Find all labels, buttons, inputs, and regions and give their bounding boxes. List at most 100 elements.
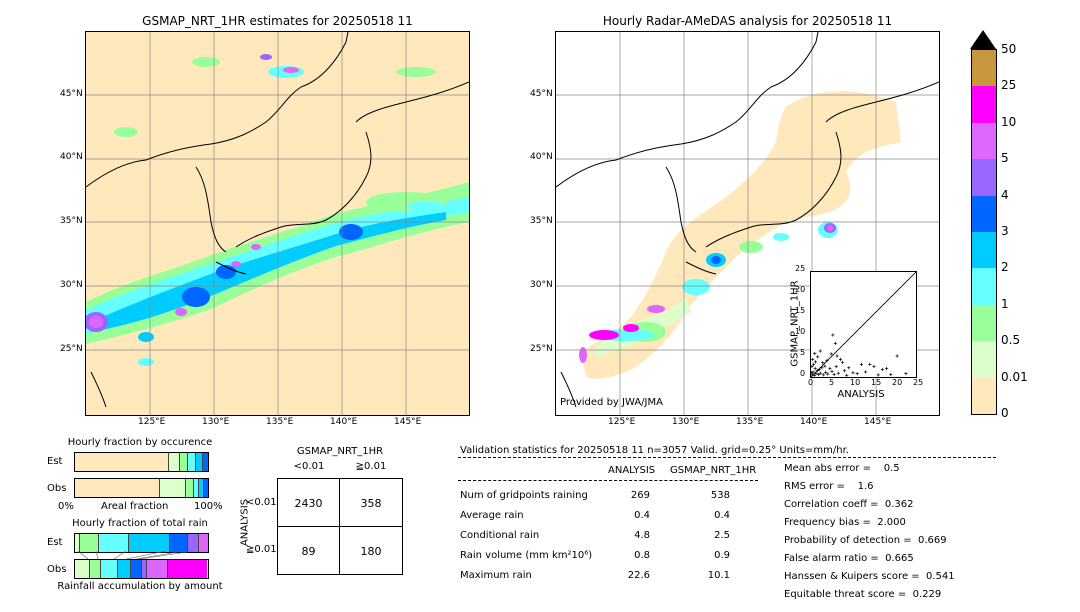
validation-score: Correlation coeff = 0.362 — [784, 499, 914, 510]
scatter-ytick: 10 — [795, 327, 806, 336]
contingency-cell-01: 358 — [360, 497, 382, 510]
contingency-col-lt: <0.01 — [293, 461, 325, 472]
scatter-xtick: 15 — [871, 378, 882, 387]
validation-row-gsmap: 0.9 — [714, 550, 730, 561]
total-obs-label: Obs — [47, 564, 67, 575]
validation-row-analysis: 0.4 — [634, 510, 650, 521]
colorbar-label: 4 — [1001, 187, 1009, 202]
scatter-point — [859, 362, 863, 366]
right-lon-125: 125°E — [608, 417, 636, 427]
colorbar-label: 50 — [1001, 42, 1017, 56]
colorbar-label: 0 — [1001, 406, 1009, 420]
right-map-coastline — [556, 32, 939, 408]
right-lon-140: 140°E — [800, 417, 828, 427]
colorbar-swatch — [972, 122, 996, 160]
validation-row-analysis: 4.8 — [634, 530, 650, 541]
right-lon-130: 130°E — [672, 417, 700, 427]
scatter-point — [840, 360, 845, 364]
scatter-point — [843, 369, 847, 373]
validation-score: Equitable threat score = 0.229 — [784, 589, 942, 600]
scatter-point — [825, 359, 829, 363]
total-est-label: Est — [47, 537, 63, 548]
scatter-point — [904, 372, 908, 376]
occurrence-obs-label: Obs — [47, 483, 67, 494]
occurrence-axis-100: 100% — [194, 501, 223, 512]
right-map: Provided by JWA/JMA — [555, 31, 940, 416]
colorbar-swatch — [972, 195, 996, 232]
colorbar-swatch — [972, 377, 996, 414]
left-lat-45: 45°N — [60, 89, 83, 99]
scatter-inset — [809, 271, 917, 378]
left-lon-135: 135°E — [266, 417, 294, 427]
contingency-col-ge: ≧0.01 — [355, 461, 387, 472]
scatter-xtick: 5 — [829, 378, 835, 387]
occurrence-est-label: Est — [47, 456, 63, 467]
scatter-diagonal — [810, 271, 917, 378]
contingency-cell-11: 180 — [360, 545, 382, 558]
scatter-point — [826, 372, 830, 376]
validation-score: False alarm ratio = 0.665 — [784, 553, 914, 564]
occurrence-est-bar — [74, 452, 209, 472]
left-lat-40: 40°N — [60, 152, 83, 162]
total-connector-lines — [77, 551, 195, 559]
scatter-point — [813, 367, 817, 371]
right-lon-135: 135°E — [736, 417, 764, 427]
left-lon-140: 140°E — [330, 417, 358, 427]
scatter-point — [814, 360, 818, 364]
colorbar-swatch — [972, 341, 996, 378]
colorbar — [971, 49, 997, 415]
colorbar-label: 25 — [1001, 78, 1017, 93]
scatter-point — [811, 370, 815, 374]
scatter-point — [812, 373, 816, 377]
validation-row-analysis: 269 — [630, 490, 650, 501]
scatter-point — [829, 352, 833, 356]
validation-row-gsmap: 0.4 — [714, 510, 730, 521]
occurrence-axis-label: Areal fraction — [101, 501, 169, 512]
scatter-point — [823, 364, 827, 368]
scatter-point — [880, 367, 884, 372]
scatter-point — [845, 373, 849, 377]
right-lat-25: 25°N — [530, 344, 553, 354]
validation-header: Validation statistics for 20250518 11 n=… — [460, 445, 849, 456]
validation-row-gsmap: 2.5 — [714, 530, 730, 541]
left-map-title: GSMAP_NRT_1HR estimates for 20250518 11 — [142, 14, 413, 28]
colorbar-label: 0.01 — [1001, 369, 1028, 384]
colorbar-swatch — [972, 50, 996, 87]
scatter-point — [831, 333, 835, 337]
left-lon-145: 145°E — [394, 417, 422, 427]
scatter-point — [810, 373, 814, 377]
scatter-point — [889, 372, 893, 377]
scatter-point — [855, 372, 859, 376]
colorbar-label: 5 — [1001, 151, 1009, 166]
validation-divider-mid — [458, 480, 758, 481]
scatter-xtick: 20 — [892, 378, 903, 387]
left-lat-25: 25°N — [60, 344, 83, 354]
scatter-point — [847, 366, 851, 370]
total-rain-footer: Rainfall accumulation by amount — [57, 581, 223, 592]
scatter-point — [811, 357, 815, 361]
occurrence-title: Hourly fraction by occurence — [67, 437, 213, 448]
scatter-point — [851, 371, 855, 375]
colorbar-label: 0.5 — [1001, 333, 1021, 348]
right-lat-35: 35°N — [530, 216, 553, 226]
contingency-cell-00: 2430 — [294, 497, 323, 510]
scatter-point — [864, 370, 868, 374]
validation-row-label: Conditional rain — [460, 530, 540, 541]
validation-divider-top — [458, 457, 996, 458]
scatter-point — [821, 361, 825, 365]
total-est-bar — [74, 533, 209, 553]
scatter-ytick: 20 — [795, 285, 806, 294]
left-lon-125: 125°E — [138, 417, 166, 427]
left-map-coastline — [86, 32, 469, 408]
validation-score: Mean abs error = 0.5 — [784, 463, 900, 474]
validation-row-gsmap: 10.1 — [707, 570, 730, 581]
scatter-point — [813, 351, 817, 356]
scatter-ytick: 15 — [795, 306, 806, 315]
right-lat-40: 40°N — [530, 152, 553, 162]
scatter-point — [815, 369, 819, 373]
scatter-point — [828, 367, 832, 371]
scatter-point — [868, 362, 872, 366]
scatter-point — [811, 362, 816, 366]
validation-col-analysis: ANALYSIS — [608, 465, 656, 476]
scatter-xtick: 25 — [913, 378, 924, 387]
